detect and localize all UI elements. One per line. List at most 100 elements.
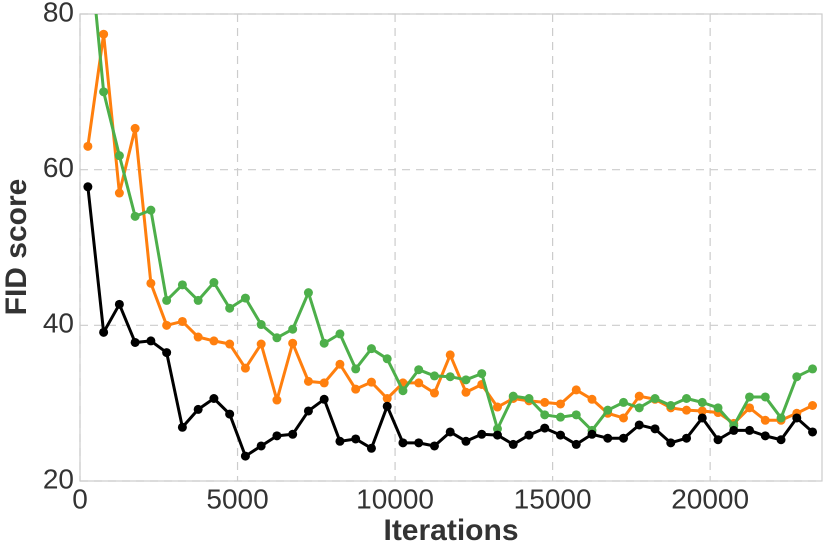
y-tick-label: 40 <box>43 308 74 339</box>
y-tick-label: 80 <box>43 0 74 27</box>
point <box>587 429 597 439</box>
point <box>461 436 471 446</box>
point <box>477 369 487 379</box>
point <box>619 397 629 407</box>
point <box>697 406 707 416</box>
x-tick-label: 10000 <box>356 483 434 514</box>
point <box>272 333 282 343</box>
point <box>83 141 93 151</box>
point <box>288 429 298 439</box>
point <box>461 387 471 397</box>
point <box>524 430 534 440</box>
point <box>650 393 660 403</box>
point <box>114 151 124 161</box>
point <box>713 435 723 445</box>
point <box>508 439 518 449</box>
point <box>682 405 692 415</box>
point <box>99 29 109 39</box>
point <box>225 339 235 349</box>
point <box>619 433 629 443</box>
point <box>540 397 550 407</box>
plot-area <box>83 14 818 461</box>
point <box>209 278 219 288</box>
point <box>162 348 172 358</box>
point <box>445 372 455 382</box>
x-axis-label: Iterations <box>383 514 518 547</box>
point <box>429 441 439 451</box>
point <box>240 451 250 461</box>
point <box>335 329 345 339</box>
series-line <box>86 32 814 425</box>
point <box>729 425 739 435</box>
point <box>477 429 487 439</box>
x-tick-label: 0 <box>72 483 88 514</box>
point <box>461 375 471 385</box>
point <box>193 295 203 305</box>
point <box>114 299 124 309</box>
point <box>398 386 408 396</box>
point <box>808 401 818 411</box>
x-tick-label: 15000 <box>514 483 592 514</box>
point <box>256 339 266 349</box>
point <box>146 336 156 346</box>
point <box>682 393 692 403</box>
point <box>335 359 345 369</box>
point <box>351 364 361 374</box>
point <box>240 363 250 373</box>
point <box>808 364 818 374</box>
point <box>256 320 266 330</box>
point <box>146 278 156 288</box>
point <box>366 377 376 387</box>
point <box>272 431 282 441</box>
point <box>319 378 329 388</box>
point <box>540 423 550 433</box>
point <box>288 338 298 348</box>
point <box>603 405 613 415</box>
point <box>603 433 613 443</box>
point <box>193 332 203 342</box>
point <box>555 430 565 440</box>
point <box>351 434 361 444</box>
point <box>303 406 313 416</box>
point <box>366 344 376 354</box>
point <box>398 438 408 448</box>
point <box>666 438 676 448</box>
point <box>177 316 187 326</box>
point <box>555 412 565 422</box>
point <box>571 410 581 420</box>
point <box>382 401 392 411</box>
point <box>619 413 629 423</box>
point <box>162 295 172 305</box>
point <box>256 441 266 451</box>
point <box>745 392 755 402</box>
point <box>414 438 424 448</box>
point <box>571 439 581 449</box>
point <box>209 393 219 403</box>
plot-frame <box>79 13 823 482</box>
point <box>99 87 109 97</box>
point <box>288 324 298 334</box>
point <box>303 376 313 386</box>
point <box>429 388 439 398</box>
point <box>508 391 518 401</box>
point <box>634 403 644 413</box>
point <box>682 433 692 443</box>
series-line <box>94 14 814 432</box>
point <box>319 338 329 348</box>
point <box>540 410 550 420</box>
point <box>634 391 644 401</box>
point <box>83 182 93 192</box>
point <box>492 424 502 434</box>
point <box>650 424 660 434</box>
point <box>760 392 770 402</box>
point <box>114 188 124 198</box>
x-tick-label: 5000 <box>206 483 268 514</box>
point <box>414 365 424 375</box>
point <box>319 394 329 404</box>
point <box>99 327 109 337</box>
y-axis-label: FID score <box>0 179 33 316</box>
point <box>760 431 770 441</box>
point <box>130 337 140 347</box>
point <box>760 415 770 425</box>
